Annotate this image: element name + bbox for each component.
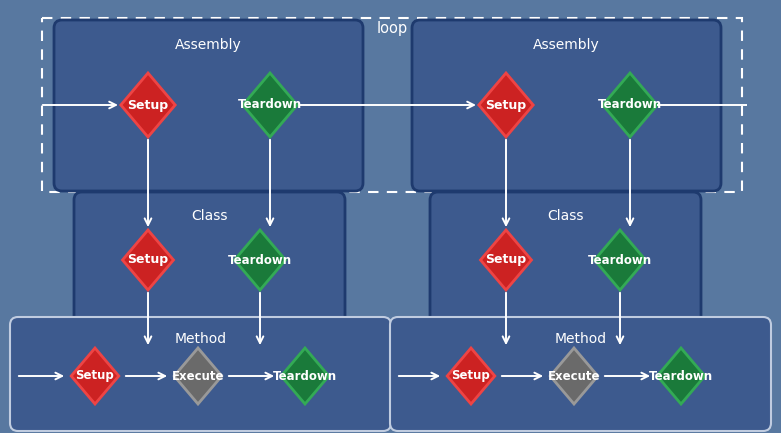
FancyBboxPatch shape — [54, 20, 363, 191]
Polygon shape — [243, 73, 298, 137]
Text: Class: Class — [547, 209, 583, 223]
Polygon shape — [121, 73, 175, 137]
FancyBboxPatch shape — [412, 20, 721, 191]
Text: Setup: Setup — [127, 98, 169, 112]
Text: Setup: Setup — [486, 253, 526, 266]
Text: Method: Method — [174, 332, 226, 346]
Text: Setup: Setup — [76, 369, 114, 382]
Polygon shape — [479, 73, 533, 137]
FancyBboxPatch shape — [390, 317, 771, 431]
Polygon shape — [174, 348, 222, 404]
Text: Class: Class — [191, 209, 228, 223]
Text: Teardown: Teardown — [649, 369, 713, 382]
Polygon shape — [550, 348, 597, 404]
Polygon shape — [281, 348, 329, 404]
Polygon shape — [448, 348, 495, 404]
Text: Execute: Execute — [547, 369, 601, 382]
FancyBboxPatch shape — [10, 317, 391, 431]
Text: Teardown: Teardown — [238, 98, 302, 112]
Polygon shape — [123, 230, 173, 290]
Text: Setup: Setup — [451, 369, 490, 382]
Polygon shape — [480, 230, 532, 290]
Text: Assembly: Assembly — [175, 38, 242, 52]
Text: Method: Method — [555, 332, 607, 346]
Text: Setup: Setup — [486, 98, 526, 112]
Text: Assembly: Assembly — [533, 38, 600, 52]
Polygon shape — [603, 73, 657, 137]
FancyBboxPatch shape — [74, 192, 345, 326]
Polygon shape — [71, 348, 119, 404]
Text: Teardown: Teardown — [588, 253, 652, 266]
Text: Teardown: Teardown — [598, 98, 662, 112]
Text: Teardown: Teardown — [273, 369, 337, 382]
Text: Teardown: Teardown — [228, 253, 292, 266]
Text: loop: loop — [376, 22, 408, 36]
Text: Execute: Execute — [172, 369, 224, 382]
Polygon shape — [594, 230, 646, 290]
Polygon shape — [234, 230, 286, 290]
Polygon shape — [657, 348, 704, 404]
Text: Setup: Setup — [127, 253, 169, 266]
FancyBboxPatch shape — [430, 192, 701, 326]
